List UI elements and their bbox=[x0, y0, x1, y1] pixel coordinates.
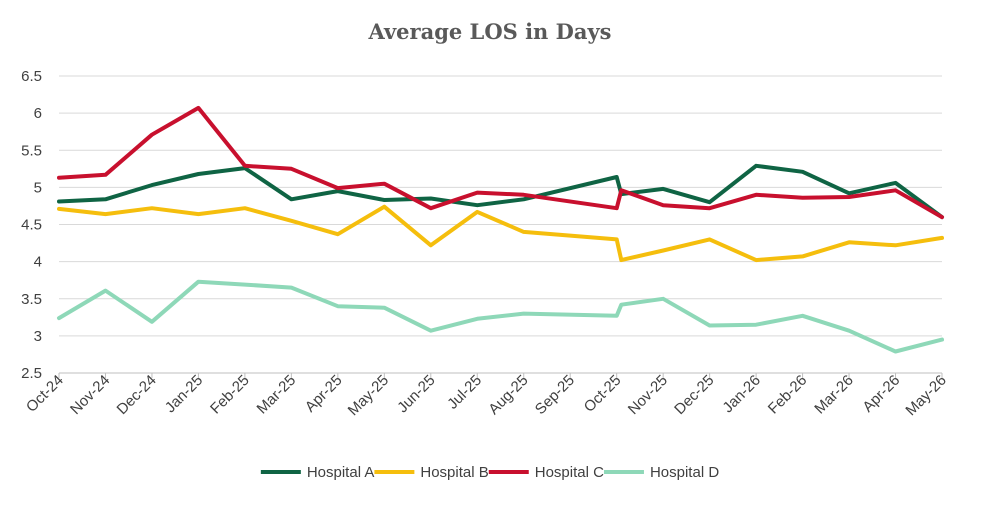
series-line-hospital-b bbox=[57, 204, 944, 263]
y-tick-label: 5.5 bbox=[21, 142, 42, 159]
y-tick-label: 3.5 bbox=[21, 291, 42, 308]
x-tick-label: Feb-25 bbox=[207, 372, 253, 418]
y-tick-label: 5 bbox=[34, 179, 42, 196]
y-tick-label: 4 bbox=[34, 254, 42, 271]
x-tick-label: Oct-25 bbox=[581, 372, 625, 416]
x-tick-label: Nov-24 bbox=[67, 372, 113, 418]
x-tick-label: Dec-25 bbox=[671, 372, 717, 418]
y-tick-label: 3 bbox=[34, 328, 42, 345]
y-tick-label: 6 bbox=[34, 105, 42, 122]
x-tick-label: Jun-25 bbox=[394, 372, 438, 416]
x-tick-label: Nov-25 bbox=[625, 372, 671, 418]
x-tick-label: Apr-25 bbox=[302, 372, 346, 416]
x-axis-ticks: Oct-24 Nov-24 Dec-24 Jan-25 Feb-25 Mar-25 Apr-… bbox=[23, 372, 950, 419]
legend: Hospital A Hospital B Hospital C Hospital D bbox=[260, 464, 719, 481]
x-tick-label: Mar-25 bbox=[254, 372, 300, 418]
gridlines bbox=[59, 75, 942, 374]
x-tick-label: Apr-26 bbox=[859, 372, 903, 416]
series-line-hospital-d bbox=[57, 279, 944, 354]
legend-label: Hospital C bbox=[535, 464, 604, 481]
x-tick-label: Sep-25 bbox=[532, 372, 578, 418]
y-tick-label: 4.5 bbox=[21, 217, 42, 234]
x-tick-label: Jan-26 bbox=[719, 372, 763, 416]
x-tick-label: Aug-25 bbox=[485, 372, 531, 418]
x-tick-label: May-26 bbox=[902, 372, 949, 419]
x-tick-label: Jul-25 bbox=[444, 372, 485, 413]
legend-label: Hospital D bbox=[650, 464, 719, 481]
legend-label: Hospital B bbox=[420, 464, 488, 481]
x-tick-label: Jan-25 bbox=[162, 372, 206, 416]
series-lines bbox=[57, 105, 944, 354]
series-line-hospital-c bbox=[57, 105, 944, 220]
x-tick-label: Mar-26 bbox=[811, 372, 857, 418]
y-tick-label: 6.5 bbox=[21, 68, 42, 85]
x-tick-label: Dec-24 bbox=[114, 372, 160, 418]
series-line-hospital-a bbox=[57, 163, 944, 220]
chart-title: Average LOS in Days bbox=[368, 19, 612, 44]
x-tick-label: May-25 bbox=[345, 372, 392, 419]
legend-label: Hospital A bbox=[307, 464, 375, 481]
x-tick-label: Feb-26 bbox=[765, 372, 811, 418]
y-axis-ticks: 6.5 6 5.5 5 4.5 4 3.5 3 2.5 bbox=[21, 68, 42, 382]
y-tick-label: 2.5 bbox=[21, 365, 42, 382]
